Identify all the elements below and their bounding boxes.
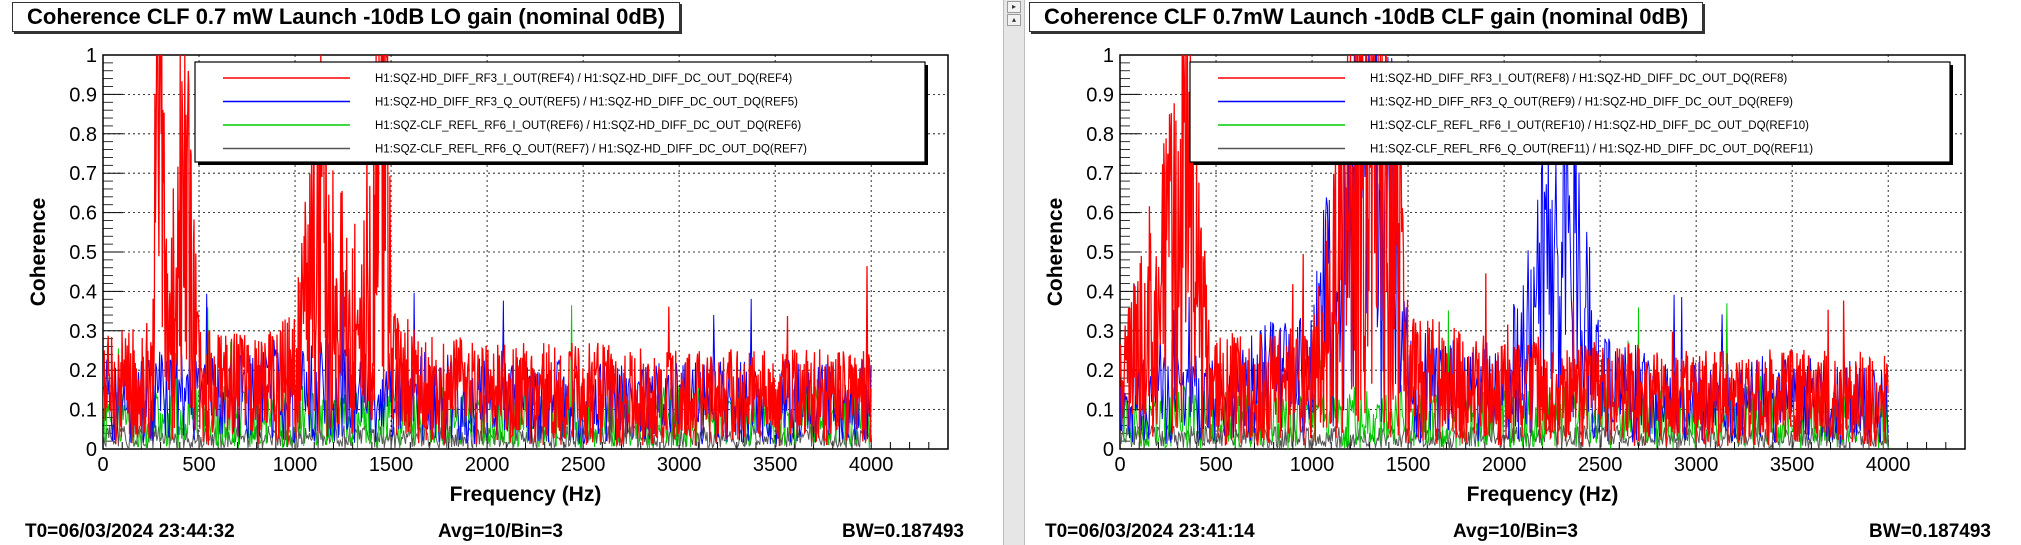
triangle-right-icon[interactable]: ▸	[1007, 1, 1021, 13]
x-tick-label: 4000	[1866, 454, 1911, 476]
x-tick-label: 500	[182, 454, 215, 476]
x-tick-label: 0	[97, 454, 108, 476]
coherence-chart: 0 500 1000 1500 2000 2500 3000 3500 4000 0 0.1 0.2 0…	[27, 45, 949, 506]
y-tick-label: 0.7	[69, 163, 97, 185]
y-tick-label: 0	[1103, 439, 1114, 461]
y-tick-label: 0.9	[69, 84, 97, 106]
x-tick-label: 1500	[369, 454, 414, 476]
legend-entry: H1:SQZ-HD_DIFF_RF3_I_OUT(REF4) / H1:SQZ-…	[375, 73, 792, 85]
y-tick-label: 1	[1103, 45, 1114, 67]
y-tick-label: 0.1	[69, 400, 97, 422]
chart-title: Coherence CLF 0.7mW Launch -10dB CLF gai…	[1029, 2, 1704, 32]
footer-avg: Avg=10/Bin=3	[438, 521, 563, 542]
panel-divider[interactable]: ▸ ▴	[1003, 0, 1025, 545]
y-tick-label: 0	[86, 439, 97, 461]
y-tick-label: 0.7	[1086, 163, 1114, 185]
series-line	[1120, 55, 1889, 447]
x-tick-label: 1000	[273, 454, 318, 476]
x-tick-label: 3000	[657, 454, 702, 476]
x-tick-label: 3000	[1674, 454, 1719, 476]
x-axis-label: Frequency (Hz)	[450, 483, 602, 506]
y-tick-label: 0.8	[1086, 124, 1114, 146]
y-tick-label: 0.4	[69, 281, 97, 303]
x-axis-label: Frequency (Hz)	[1467, 483, 1619, 506]
legend-box	[1189, 61, 1951, 163]
x-tick-label: 1500	[1386, 454, 1431, 476]
legend-entry: H1:SQZ-HD_DIFF_RF3_I_OUT(REF8) / H1:SQZ-…	[1370, 73, 1787, 85]
y-tick-label: 0.6	[1086, 203, 1114, 225]
x-tick-label: 1000	[1290, 454, 1335, 476]
coherence-chart: 0 500 1000 1500 2000 2500 3000 3500 4000 0 0.1 0.2 0…	[1044, 45, 1966, 506]
x-tick-label: 2500	[561, 454, 606, 476]
y-tick-label: 0.3	[69, 321, 97, 343]
x-tick-label: 0	[1114, 454, 1125, 476]
y-axis-label: Coherence	[27, 198, 50, 307]
y-tick-label: 0.9	[1086, 84, 1114, 106]
x-tick-label: 2000	[465, 454, 510, 476]
legend-entry: H1:SQZ-CLF_REFL_RF6_Q_OUT(REF7) / H1:SQZ…	[375, 144, 807, 156]
footer-bw: BW=0.187493	[1869, 521, 1991, 542]
x-tick-label: 3500	[1770, 454, 1815, 476]
y-tick-label: 0.3	[1086, 321, 1114, 343]
footer-bw: BW=0.187493	[842, 521, 964, 542]
x-tick-label: 3500	[753, 454, 798, 476]
y-axis-label: Coherence	[1044, 198, 1067, 307]
y-tick-label: 0.2	[1086, 360, 1114, 382]
chart-panel-right: Coherence CLF 0.7mW Launch -10dB CLF gai…	[1025, 0, 2021, 545]
y-tick-label: 1	[86, 45, 97, 67]
chart-title: Coherence CLF 0.7 mW Launch -10dB LO gai…	[12, 2, 681, 32]
y-tick-label: 0.5	[1086, 242, 1114, 264]
legend-entry: H1:SQZ-HD_DIFF_RF3_Q_OUT(REF5) / H1:SQZ-…	[375, 97, 798, 109]
y-tick-label: 0.5	[69, 242, 97, 264]
legend-entry: H1:SQZ-CLF_REFL_RF6_I_OUT(REF10) / H1:SQ…	[1370, 120, 1809, 132]
legend-entry: H1:SQZ-CLF_REFL_RF6_I_OUT(REF6) / H1:SQZ…	[375, 120, 801, 132]
y-tick-label: 0.6	[69, 203, 97, 225]
footer-avg: Avg=10/Bin=3	[1453, 521, 1578, 542]
y-tick-label: 0.8	[69, 124, 97, 146]
triangle-up-icon[interactable]: ▴	[1007, 14, 1021, 26]
y-tick-label: 0.4	[1086, 281, 1114, 303]
x-tick-label: 2000	[1482, 454, 1527, 476]
legend-entry: H1:SQZ-CLF_REFL_RF6_Q_OUT(REF11) / H1:SQ…	[1370, 144, 1813, 156]
footer-t0: T0=06/03/2024 23:44:32	[25, 521, 235, 542]
footer-t0: T0=06/03/2024 23:41:14	[1045, 521, 1255, 542]
chart-panel-left: Coherence CLF 0.7 mW Launch -10dB LO gai…	[0, 0, 1003, 545]
y-tick-label: 0.2	[69, 360, 97, 382]
series-line	[103, 55, 872, 447]
x-tick-label: 4000	[849, 454, 894, 476]
x-tick-label: 500	[1199, 454, 1232, 476]
x-tick-label: 2500	[1578, 454, 1623, 476]
legend-entry: H1:SQZ-HD_DIFF_RF3_Q_OUT(REF9) / H1:SQZ-…	[1370, 97, 1793, 109]
y-tick-label: 0.1	[1086, 400, 1114, 422]
